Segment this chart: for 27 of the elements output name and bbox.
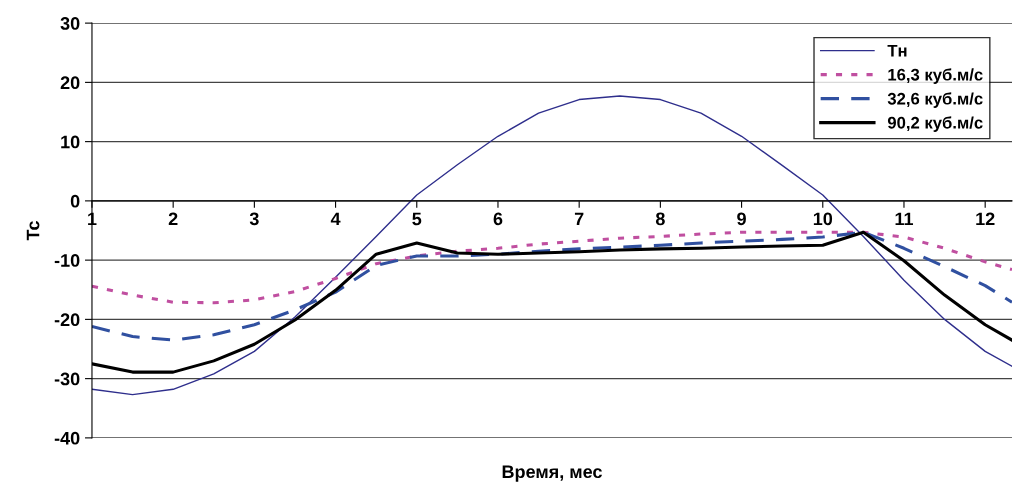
y-tick-label: -40 — [54, 431, 80, 445]
y-tick-label: 30 — [60, 17, 80, 30]
x-tick-label: 12 — [976, 212, 995, 226]
x-tick-label: 11 — [895, 212, 914, 226]
x-tick-label: 9 — [737, 212, 746, 226]
x-tick-label: 4 — [330, 212, 341, 226]
y-tick-label: -10 — [54, 254, 80, 267]
y-tick-label: -30 — [54, 372, 80, 386]
x-tick-label: 3 — [249, 212, 259, 226]
legend-label: 90,2 куб.м/с — [887, 116, 983, 132]
x-tick-label: 8 — [655, 212, 665, 226]
x-tick-label: 2 — [168, 212, 178, 226]
legend-label: 16,3 куб.м/с — [888, 68, 983, 84]
y-tick-label: -20 — [54, 313, 80, 327]
y-axis-title: Тс — [26, 221, 40, 241]
x-tick-label: 6 — [493, 212, 503, 226]
x-tick-label: 10 — [813, 212, 833, 226]
x-tick-label: 7 — [574, 212, 584, 226]
y-tick-label: 0 — [70, 194, 80, 208]
x-axis-title: Время, мес — [502, 465, 602, 482]
y-tick-label: 10 — [61, 135, 80, 149]
legend-label: Тн — [887, 44, 907, 57]
x-tick-label: 5 — [412, 212, 422, 226]
y-tick-label: 20 — [60, 76, 80, 90]
line-series — [91, 230, 1012, 305]
legend-label: 32,6 куб.м/с — [887, 92, 983, 108]
line-series — [91, 230, 1012, 342]
